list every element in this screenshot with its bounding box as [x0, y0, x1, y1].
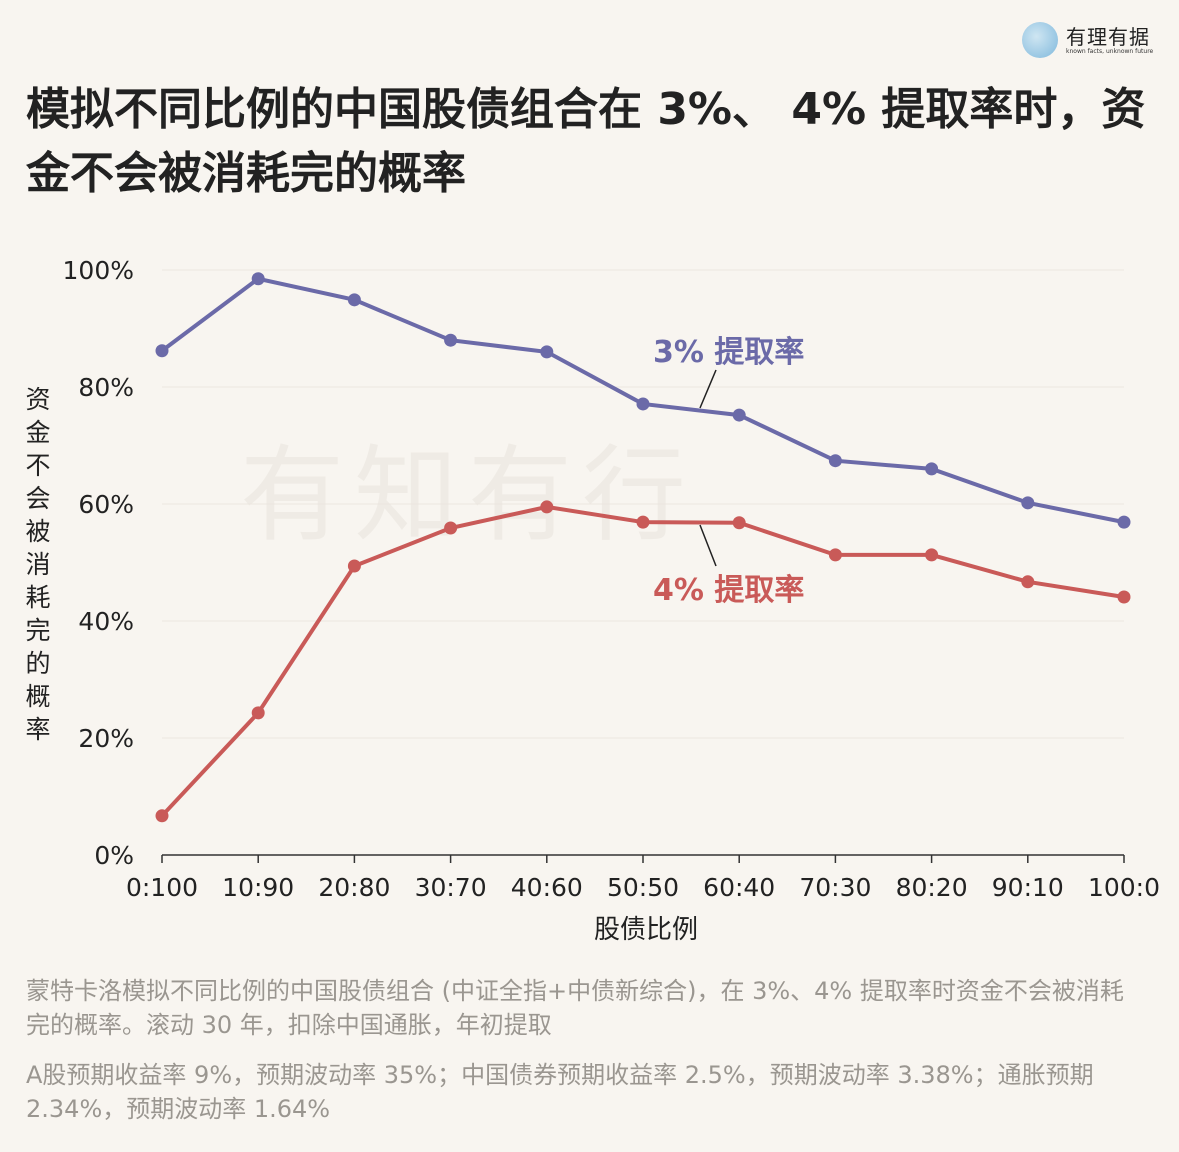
x-tick-label: 20:80: [318, 873, 390, 902]
series-label: 4% 提取率: [653, 573, 804, 608]
y-tick-label: 20%: [78, 724, 134, 753]
data-point: [925, 462, 939, 476]
logo-mountain-icon: [1022, 22, 1058, 58]
logo: 有理有据 known facts, unknown future: [1022, 22, 1153, 58]
x-tick-label: 40:60: [511, 873, 583, 902]
x-tick-label: 80:20: [896, 873, 968, 902]
data-point: [732, 516, 746, 530]
logo-tagline: known facts, unknown future: [1066, 47, 1154, 55]
data-point: [444, 333, 458, 347]
label-leader: [699, 524, 717, 567]
x-tick-label: 90:10: [992, 873, 1064, 902]
data-point: [347, 559, 361, 573]
chart-title: 模拟不同比例的中国股债组合在 3%、 4% 提取率时，资金不会被消耗完的概率: [26, 84, 1146, 199]
y-tick-label: 40%: [78, 607, 134, 636]
watermark: 有知有行: [240, 434, 697, 556]
line-chart: 0% 20% 40% 60% 80% 100% 0:100 10:90 20:80 30:70 40…: [63, 256, 1161, 945]
data-point: [636, 397, 650, 411]
data-point: [925, 548, 939, 562]
x-tick-label: 70:30: [799, 873, 871, 902]
data-point: [828, 454, 842, 468]
y-tick-label: 80%: [78, 373, 134, 402]
x-tick-label: 50:50: [607, 873, 679, 902]
y-tick-label: 60%: [78, 490, 134, 519]
data-point: [1021, 496, 1035, 510]
x-tick-label: 0:100: [126, 873, 198, 902]
data-point: [444, 521, 458, 535]
x-tick-label: 60:40: [703, 873, 775, 902]
series-line: [160, 504, 1125, 818]
x-axis-label: 股债比例: [594, 915, 698, 945]
logo-name: 有理有据: [1066, 24, 1150, 49]
y-tick-label: 0%: [94, 841, 134, 870]
data-point: [540, 500, 554, 514]
y-axis-label: 资金不会被消耗完的概率: [25, 385, 51, 744]
footnote-2: A股预期收益率 9%，预期波动率 35%；中国债券预期收益率 2.5%，预期波动…: [26, 1061, 1094, 1123]
footnote-1: 蒙特卡洛模拟不同比例的中国股债组合 (中证全指+中债新综合)，在 3%、4% 提…: [26, 977, 1124, 1039]
data-point: [636, 515, 650, 529]
data-point: [251, 706, 265, 720]
data-point: [1117, 515, 1131, 529]
data-point: [828, 548, 842, 562]
data-point: [347, 293, 361, 307]
data-point: [540, 345, 554, 359]
x-tick-label: 30:70: [415, 873, 487, 902]
data-point: [155, 344, 169, 358]
data-point: [251, 272, 265, 286]
series-label: 3% 提取率: [653, 335, 804, 370]
x-tick-label: 10:90: [222, 873, 294, 902]
footnotes: 蒙特卡洛模拟不同比例的中国股债组合 (中证全指+中债新综合)，在 3%、4% 提…: [26, 974, 1146, 1126]
data-point: [732, 408, 746, 422]
y-tick-label: 100%: [63, 256, 134, 285]
x-tick-label: 100:0: [1088, 873, 1160, 902]
label-leader: [699, 369, 717, 409]
data-point: [1117, 590, 1131, 604]
data-point: [155, 809, 169, 823]
data-point: [1021, 575, 1035, 589]
